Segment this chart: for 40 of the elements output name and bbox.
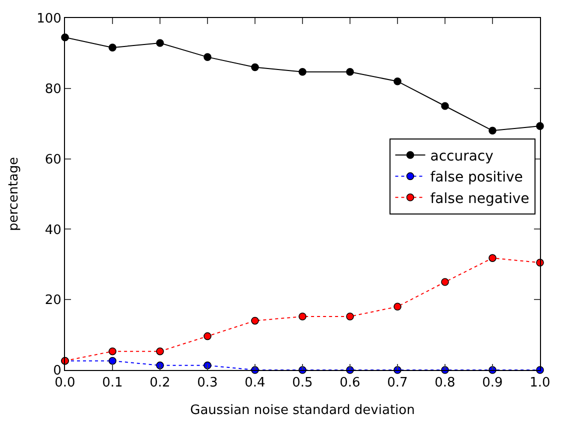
point xyxy=(251,63,259,72)
point xyxy=(108,44,116,52)
y-tick-label: 20 xyxy=(44,293,62,308)
point xyxy=(394,302,402,311)
point xyxy=(441,278,449,286)
legend-label: accuracy xyxy=(430,148,494,164)
point xyxy=(488,126,496,135)
point xyxy=(204,53,212,61)
point xyxy=(298,68,306,76)
x-tick-label: 0.7 xyxy=(387,376,408,391)
point xyxy=(156,347,164,356)
point xyxy=(394,77,402,86)
x-tick-label: 1.0 xyxy=(530,376,550,391)
point xyxy=(156,39,164,47)
x-tick-label: 0.2 xyxy=(150,376,170,391)
x-tick-label: 0.1 xyxy=(102,376,123,391)
y-tick-label: 100 xyxy=(36,12,62,27)
point xyxy=(204,332,212,340)
legend-label: false negative xyxy=(430,190,530,207)
point xyxy=(108,356,116,365)
x-tick-label: 0.0 xyxy=(54,376,76,391)
x-tick-label: 0.3 xyxy=(197,376,218,391)
point xyxy=(298,312,306,320)
y-tick-label: 40 xyxy=(44,222,62,238)
point xyxy=(108,347,116,356)
x-tick-label: 0.6 xyxy=(340,376,360,391)
y-tick-label: 80 xyxy=(44,82,62,97)
legend-label: false positive xyxy=(430,170,523,186)
x-axis-title: Gaussian noise standard deviation xyxy=(190,403,415,418)
y-tick-label: 60 xyxy=(44,152,62,168)
x-tick-label: 0.8 xyxy=(434,376,456,391)
point xyxy=(488,254,496,262)
point xyxy=(441,102,449,110)
point xyxy=(251,316,259,325)
x-tick-label: 0.4 xyxy=(244,376,266,391)
y-axis-title: percentage xyxy=(6,156,22,232)
x-tick-label: 0.9 xyxy=(482,376,503,391)
x-tick-label: 0.5 xyxy=(292,376,313,391)
point xyxy=(346,312,354,320)
point xyxy=(346,68,354,76)
